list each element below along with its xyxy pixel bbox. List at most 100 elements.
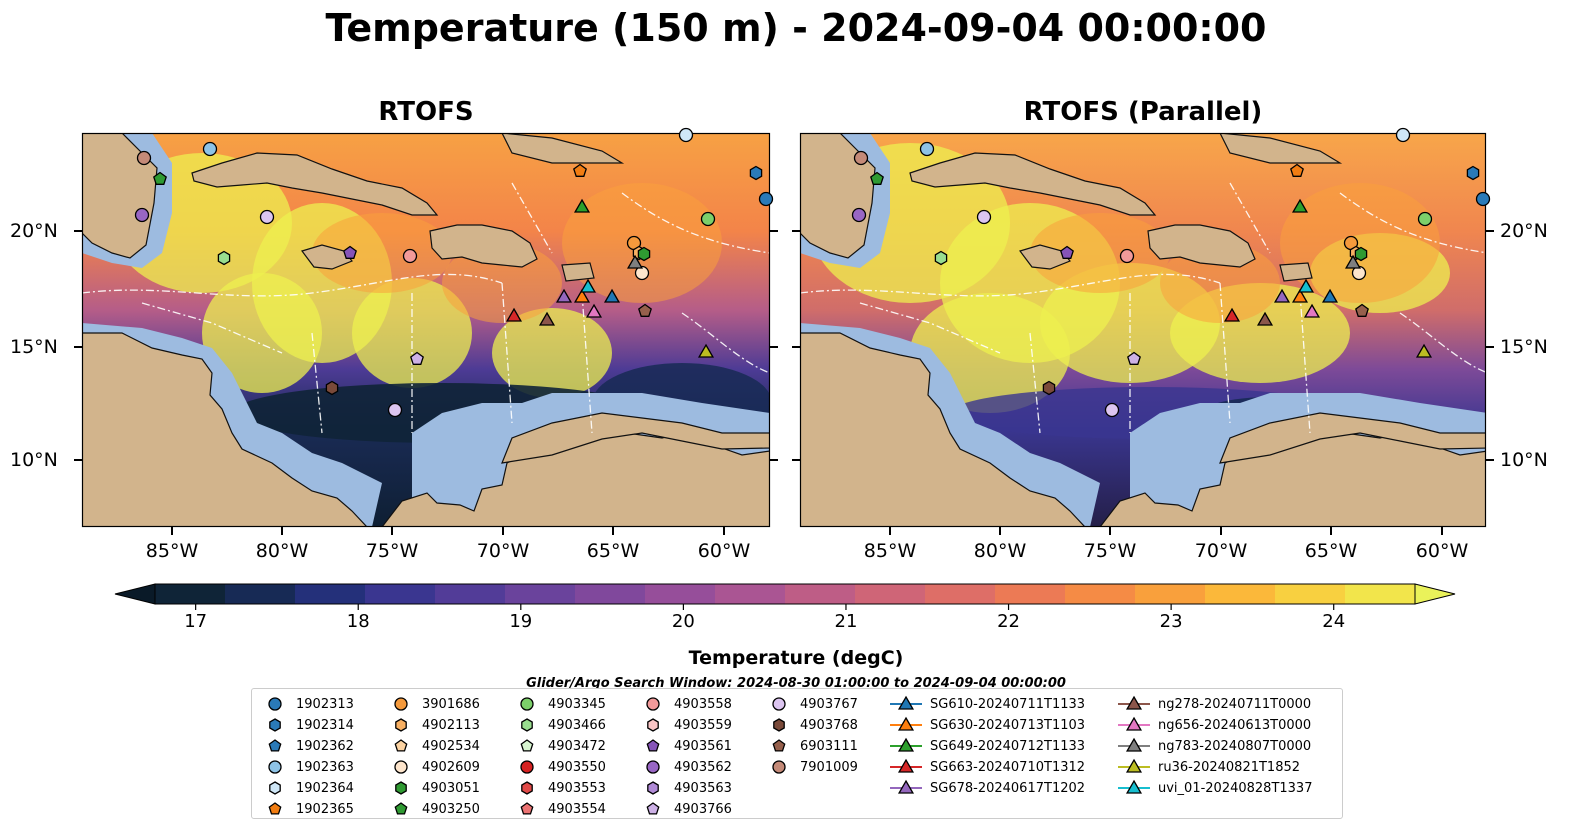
legend-item-7901009: 7901009 (764, 758, 858, 776)
colorbar-tick-label: 17 (184, 611, 208, 632)
colorbar-swatch (1205, 584, 1276, 604)
legend-marker-pentagon (394, 802, 408, 815)
legend-label: 4903250 (422, 801, 480, 817)
legend-label: 3901686 (422, 696, 480, 712)
legend-item-4902113: 4902113 (386, 716, 480, 734)
legend-marker-circle (268, 760, 282, 774)
legend-label: 4903766 (674, 801, 732, 817)
colorbar-swatch (785, 584, 856, 604)
panel-title-rtofs: RTOFS (378, 97, 474, 127)
lon-label-80w-left: 80°W (255, 540, 309, 562)
legend-label: SG678-20240617T1202 (930, 780, 1086, 796)
legend-marker-circle (394, 697, 408, 711)
legend-item-4903051: 4903051 (386, 779, 480, 797)
legend-marker-hexagon (395, 718, 407, 732)
legend-item-4903250: 4903250 (386, 800, 480, 818)
page-title: Temperature (150 m) - 2024-09-04 00:00:0… (325, 6, 1267, 50)
legend-label: 4903553 (548, 780, 606, 796)
legend-label: 1902365 (296, 801, 354, 817)
colorbar-tick-label: 21 (834, 611, 858, 632)
colorbar-tick-label: 20 (671, 611, 695, 632)
legend-label: 1902364 (296, 780, 354, 796)
legend-label: ng656-20240613T0000 (1158, 717, 1312, 733)
legend-marker-circle (520, 697, 534, 711)
legend-label: 4903558 (674, 696, 732, 712)
colorbar-swatch (365, 584, 436, 604)
legend-marker-circle (772, 697, 786, 711)
legend-marker-pentagon (646, 802, 660, 815)
legend-item-uvi_01-20240828T1337: uvi_01-20240828T1337 (1116, 779, 1312, 797)
legend-label: 4903559 (674, 717, 732, 733)
legend-label: 4903554 (548, 801, 606, 817)
colorbar-swatch (925, 584, 996, 604)
legend-marker-hexagon (269, 718, 281, 732)
lon-label-65w-left: 65°W (586, 540, 640, 562)
legend-marker-triangle (1125, 716, 1143, 731)
lat-label-10n-right: 10°N (1500, 449, 1548, 471)
colorbar-swatch (715, 584, 786, 604)
legend-marker-pentagon (268, 739, 282, 752)
legend-label: SG630-20240713T1103 (930, 717, 1086, 733)
legend-label: 7901009 (800, 759, 858, 775)
legend-label: SG610-20240711T1133 (930, 696, 1086, 712)
legend-marker-circle (268, 697, 282, 711)
legend-marker-triangle (897, 737, 915, 752)
legend-marker-hexagon (647, 718, 659, 732)
lat-label-15n-left: 15°N (10, 336, 58, 358)
search-window-caption: Glider/Argo Search Window: 2024-08-30 01… (526, 676, 1066, 691)
legend-label: SG663-20240710T1312 (930, 759, 1086, 775)
legend-marker-circle (646, 697, 660, 711)
lon-label-80w-right: 80°W (973, 540, 1027, 562)
legend-marker-pentagon (646, 739, 660, 752)
map-panel-rtofs (74, 127, 778, 535)
legend-label: 4903562 (674, 759, 732, 775)
legend-marker-circle (772, 760, 786, 774)
legend-item-SG630-20240713T1103: SG630-20240713T1103 (888, 716, 1085, 734)
colorbar-extend-low (114, 583, 156, 605)
lat-label-10n-left: 10°N (10, 449, 58, 471)
colorbar-swatch (575, 584, 646, 604)
legend-item-1902314: 1902314 (260, 716, 354, 734)
colorbar (114, 583, 1456, 610)
legend-label: ng278-20240711T0000 (1158, 696, 1312, 712)
lon-label-75w-right: 75°W (1083, 540, 1137, 562)
legend-marker-pentagon (394, 739, 408, 752)
lon-label-75w-left: 75°W (365, 540, 419, 562)
colorbar-tick-label: 23 (1159, 611, 1183, 632)
colorbar-tick-label: 19 (509, 611, 533, 632)
legend-label: 1902313 (296, 696, 354, 712)
colorbar-swatch (295, 584, 366, 604)
legend-item-4903554: 4903554 (512, 800, 606, 818)
lat-label-20n-left: 20°N (10, 220, 58, 242)
legend-label: 4903550 (548, 759, 606, 775)
lon-label-70w-left: 70°W (476, 540, 530, 562)
legend-item-ng656-20240613T0000: ng656-20240613T0000 (1116, 716, 1311, 734)
colorbar-swatch (1135, 584, 1206, 604)
legend-label: 4902113 (422, 717, 480, 733)
colorbar-swatch (1065, 584, 1136, 604)
legend-marker-circle (520, 760, 534, 774)
legend-marker-triangle (897, 716, 915, 731)
lat-label-15n-right: 15°N (1500, 336, 1548, 358)
legend-label: 4902609 (422, 759, 480, 775)
legend-item-1902362: 1902362 (260, 737, 354, 755)
legend-label: SG649-20240712T1133 (930, 738, 1086, 754)
legend-item-4903766: 4903766 (638, 800, 732, 818)
legend-label: ru36-20240821T1852 (1158, 759, 1301, 775)
legend-marker-hexagon (521, 718, 533, 732)
colorbar-label: Temperature (degC) (688, 647, 904, 669)
legend-label: 4903767 (800, 696, 858, 712)
legend-item-1902365: 1902365 (260, 800, 354, 818)
legend-label: uvi_01-20240828T1337 (1158, 780, 1313, 796)
colorbar-tick-label: 24 (1322, 611, 1346, 632)
colorbar-swatch (1275, 584, 1346, 604)
map-panel-rtofs-parallel (792, 127, 1494, 535)
legend-marker-triangle (1125, 779, 1143, 794)
legend-marker-hexagon (773, 718, 785, 732)
legend: 1902313 1902314 1902362 1902363 1902364 19023… (251, 688, 1343, 819)
legend-item-1902313: 1902313 (260, 695, 354, 713)
legend-marker-pentagon (520, 802, 534, 815)
legend-label: 4903563 (674, 780, 732, 796)
legend-label: ng783-20240807T0000 (1158, 738, 1312, 754)
legend-marker-hexagon (395, 781, 407, 795)
